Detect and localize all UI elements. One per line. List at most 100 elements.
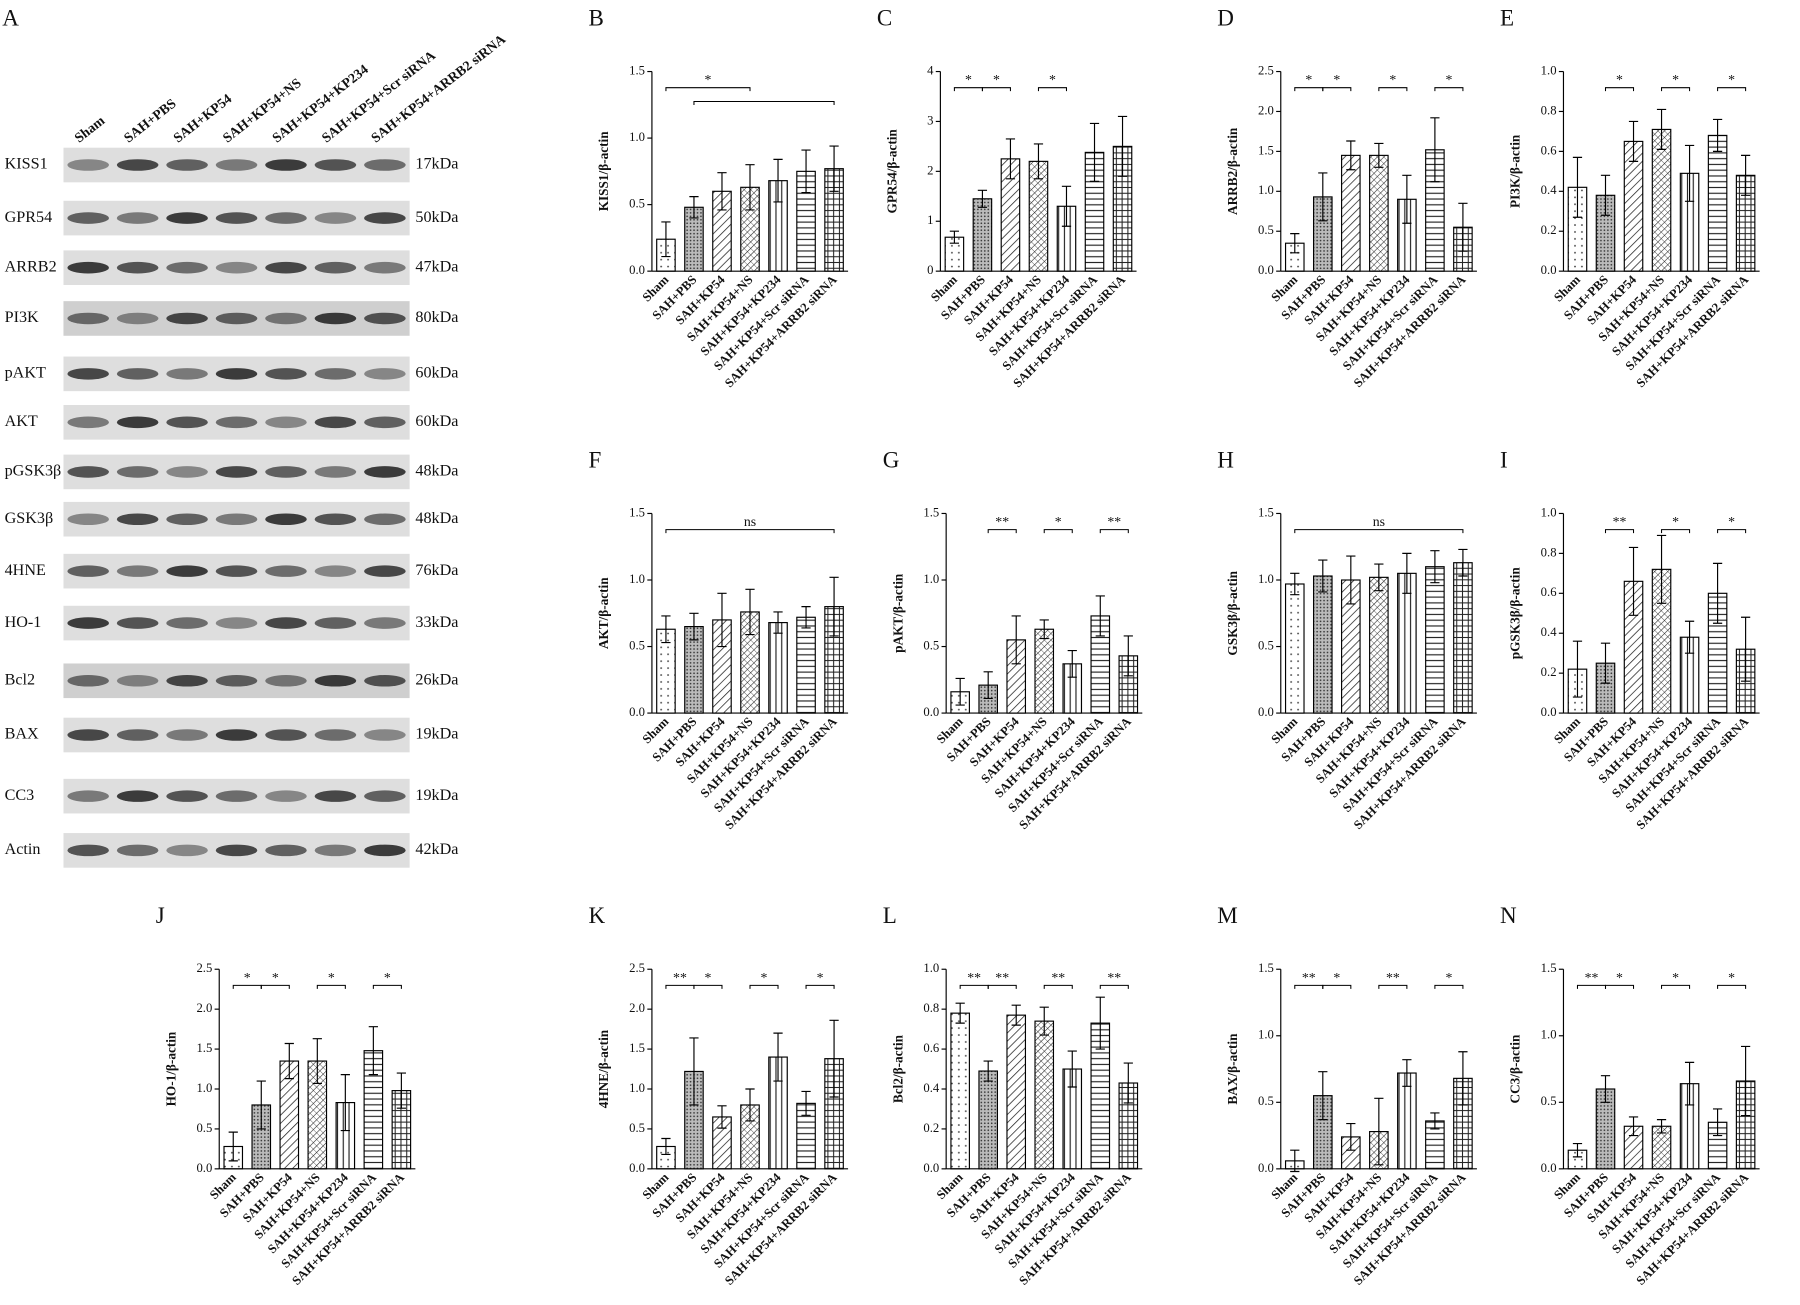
error-bar: [773, 158, 783, 203]
blot-band: [67, 159, 109, 171]
blot-band: [364, 261, 406, 274]
blot-band: [314, 675, 357, 687]
y-tick-label: 0.0: [923, 705, 939, 719]
size-label: 19kDa: [415, 787, 458, 804]
y-tick-label: 1.5: [1258, 505, 1274, 519]
error-bar: [340, 1074, 350, 1132]
y-axis-label: AKT/β-actin: [596, 577, 611, 649]
y-tick-label: 2.0: [1258, 103, 1274, 117]
error-bar: [983, 1060, 993, 1082]
sig-bracket: [665, 984, 695, 989]
error-bar: [717, 592, 727, 648]
error-bar: [1095, 595, 1105, 637]
size-label: 76kDa: [415, 562, 458, 579]
y-tick-label: 1.5: [1258, 143, 1274, 157]
blot-band: [265, 729, 307, 741]
y-tick-label: 0.2: [1541, 223, 1557, 237]
error-bar: [801, 606, 811, 629]
sig-label: **: [1386, 970, 1400, 985]
error-bar: [1123, 635, 1133, 677]
y-tick-label: 1.5: [629, 505, 645, 519]
blot-band: [67, 675, 109, 687]
blot-band: [116, 212, 159, 224]
panel-letter: L: [883, 902, 897, 928]
y-tick-label: 1.0: [1541, 505, 1557, 519]
error-bar: [1346, 140, 1356, 171]
sig-bracket: [1294, 87, 1324, 92]
blot-band: [215, 617, 258, 629]
error-bar: [949, 230, 960, 244]
blot-band: [166, 416, 208, 429]
blot-band: [116, 513, 159, 526]
error-bar: [1011, 1004, 1021, 1026]
sig-label: *: [1333, 970, 1340, 985]
lane-label: Sham: [72, 113, 108, 146]
sig-label: *: [1616, 72, 1623, 87]
error-bar: [1712, 118, 1723, 152]
size-label: 48kDa: [415, 463, 458, 480]
error-bar: [955, 677, 965, 706]
blot-band: [314, 261, 357, 274]
blot-band: [166, 466, 208, 478]
y-tick-label: 1.0: [1541, 63, 1557, 77]
panel-letter: B: [588, 4, 603, 30]
bar: [1312, 575, 1333, 714]
blot-band: [67, 312, 109, 325]
sig-bracket: [953, 87, 983, 92]
size-label: 60kDa: [415, 365, 458, 382]
sig-label: **: [995, 514, 1009, 529]
y-tick-label: 2.5: [196, 961, 212, 975]
y-tick-label: 1.5: [1541, 961, 1557, 975]
error-bar: [1290, 572, 1300, 596]
error-bar: [1458, 548, 1468, 577]
blot-band: [67, 790, 109, 802]
sig-bracket: [1043, 984, 1073, 989]
y-tick-label: 0.5: [629, 1121, 645, 1135]
sig-label: *: [761, 970, 768, 985]
error-bar: [1123, 1062, 1133, 1104]
sig-bracket: [1661, 529, 1691, 534]
y-tick-label: 0.0: [1541, 263, 1557, 277]
error-bar: [1039, 1006, 1049, 1036]
blot-band: [314, 617, 357, 629]
blot-band: [265, 565, 307, 577]
error-bar: [1011, 615, 1021, 665]
sig-label: *: [1445, 72, 1452, 87]
size-label: 60kDa: [415, 413, 458, 430]
blot-band: [314, 416, 357, 429]
blot-band: [116, 729, 159, 741]
blot-band: [215, 312, 258, 325]
blot-band: [364, 312, 406, 325]
blot-band: [265, 466, 307, 478]
y-tick-label: 0.2: [923, 1121, 939, 1135]
y-axis-label: HO-1/β-actin: [163, 1031, 178, 1106]
panel-letter: K: [588, 902, 605, 928]
error-bar: [1740, 1045, 1751, 1117]
y-tick-label: 0.6: [1541, 143, 1557, 157]
blot-band: [166, 212, 208, 224]
blot-band: [265, 312, 307, 325]
size-label: 80kDa: [415, 309, 458, 326]
bar: [1707, 134, 1728, 272]
bar: [1006, 1014, 1027, 1170]
y-tick-label: 0.5: [1541, 1094, 1557, 1108]
bar: [1397, 1072, 1417, 1170]
size-label: 42kDa: [415, 841, 458, 858]
sig-bracket: [665, 87, 751, 92]
error-bar: [1572, 1142, 1583, 1158]
blot-band: [215, 729, 258, 741]
blot-band: [314, 790, 357, 802]
y-tick-label: 2.5: [1258, 63, 1274, 77]
blot-band: [364, 565, 406, 577]
error-bar: [1600, 1075, 1611, 1103]
error-bar: [1318, 172, 1328, 222]
error-bar: [1089, 122, 1100, 182]
error-bar: [773, 611, 783, 634]
error-bar: [977, 189, 988, 208]
sig-bracket: [987, 984, 1017, 989]
sig-label: **: [1302, 970, 1316, 985]
error-bar: [1290, 1149, 1300, 1173]
y-tick-label: 1.5: [629, 1041, 645, 1055]
blot-band: [215, 675, 258, 687]
